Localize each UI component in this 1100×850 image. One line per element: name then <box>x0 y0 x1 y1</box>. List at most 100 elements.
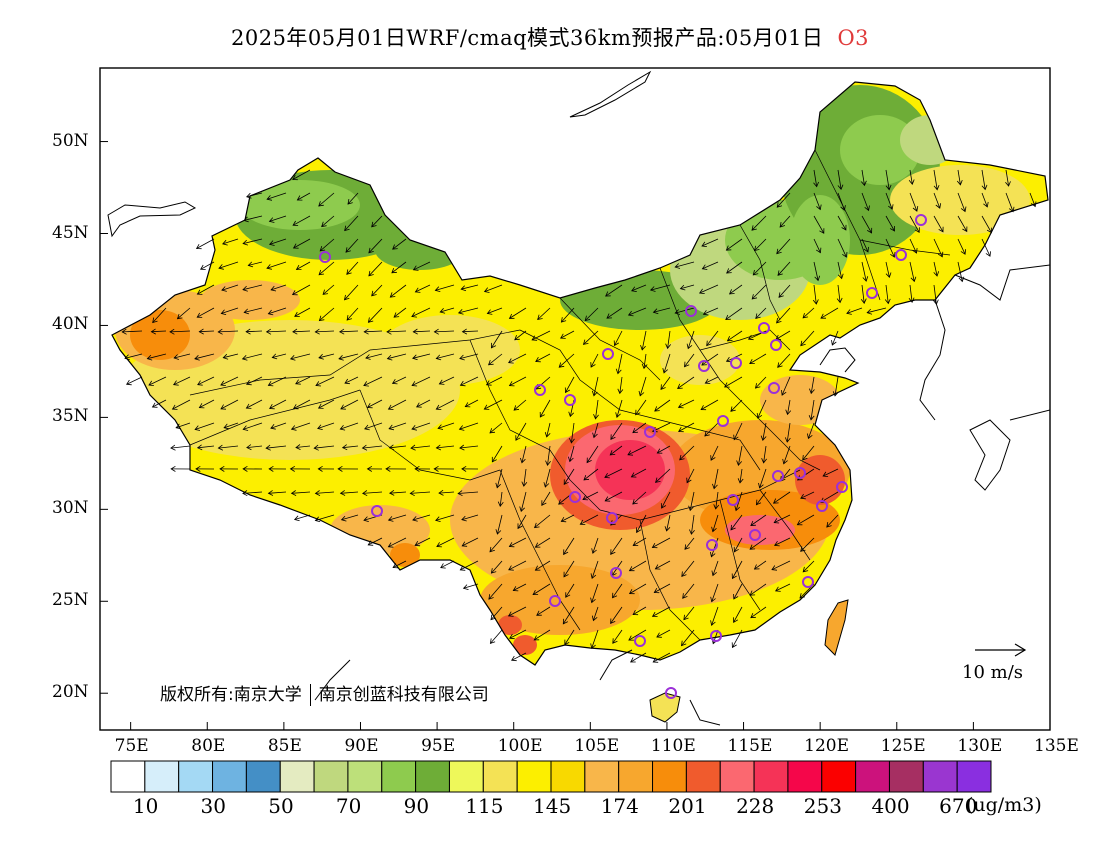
wind-arrow <box>386 330 407 333</box>
wind-arrow-head <box>289 355 296 361</box>
wind-arrow-head <box>412 516 418 522</box>
wind-arrow-head <box>317 424 323 430</box>
wind-arrow <box>666 514 671 531</box>
wind-arrow <box>909 238 917 254</box>
wind-arrow-head <box>457 490 463 497</box>
wind-arrow <box>679 445 695 461</box>
colorbar-tick-label: 201 <box>668 794 707 818</box>
wind-arrow <box>491 560 503 574</box>
colorbar-tick-label: 50 <box>268 794 294 818</box>
wind-arrow-head <box>630 472 637 478</box>
wind-arrow-head <box>689 529 695 535</box>
wind-arrow <box>909 215 920 233</box>
wind-arrow <box>660 376 671 390</box>
wind-arrow <box>293 399 311 409</box>
wind-arrow-head <box>318 269 325 276</box>
wind-arrow-head <box>736 460 743 466</box>
wind-arrow <box>781 376 791 396</box>
wind-arrow-head <box>414 540 421 547</box>
wind-arrow-head <box>268 465 274 472</box>
wind-arrow <box>535 353 551 362</box>
wind-arrow <box>293 238 311 249</box>
wind-arrow <box>345 238 359 253</box>
wind-arrow-head <box>912 248 918 254</box>
wind-arrow-head <box>537 314 543 321</box>
wind-arrow <box>565 376 575 393</box>
wind-arrow-head <box>195 243 202 250</box>
wind-arrow <box>340 491 359 494</box>
city-marker <box>665 687 677 699</box>
wind-arrow-head <box>314 490 321 496</box>
wind-arrow-head <box>270 424 276 430</box>
wind-arrow-head <box>486 309 493 315</box>
wind-arrow <box>729 284 743 295</box>
wind-arrow-head <box>662 368 668 374</box>
wind-arrow <box>846 307 863 314</box>
wind-arrow <box>388 399 407 410</box>
wind-arrow <box>436 399 455 410</box>
wind-arrow <box>152 399 167 408</box>
wind-arrow <box>775 330 791 340</box>
colorbar-swatch <box>956 760 992 793</box>
wind-arrow-head <box>615 368 622 375</box>
longitude-label: 75E <box>114 736 149 756</box>
wind-arrow-head <box>318 315 325 322</box>
wind-arrow <box>654 583 671 593</box>
wind-arrow-head <box>531 335 538 341</box>
wind-arrow <box>605 284 623 297</box>
city-marker <box>569 491 581 503</box>
wind-arrow-head <box>197 380 203 386</box>
wind-arrow-head <box>734 505 740 512</box>
wind-arrow-head <box>728 289 735 295</box>
wind-arrow-head <box>912 206 919 212</box>
wind-arrow <box>532 583 551 595</box>
wind-arrow <box>535 537 551 548</box>
wind-arrow <box>606 307 623 319</box>
wind-arrow <box>650 284 671 291</box>
wind-arrow <box>122 330 143 333</box>
wind-arrow-head <box>292 404 299 410</box>
wind-arrow <box>488 353 503 366</box>
wind-arrow <box>535 376 551 390</box>
wind-arrow <box>246 399 263 409</box>
wind-arrow <box>837 169 842 190</box>
wind-arrow-head <box>317 403 324 409</box>
wind-arrow-head <box>683 614 689 621</box>
wind-arrow-head <box>610 618 616 625</box>
wind-arrow <box>460 560 479 571</box>
wind-arrow-head <box>933 271 940 277</box>
wind-arrow-head <box>295 444 301 450</box>
wind-arrow-head <box>294 311 300 317</box>
wind-arrow <box>739 468 743 483</box>
colorbar-swatch <box>753 760 789 793</box>
wind-arrow <box>484 284 503 292</box>
wind-arrow <box>223 422 239 429</box>
wind-arrow <box>957 261 963 282</box>
wind-arrow-head <box>433 465 439 472</box>
wind-arrow <box>627 445 647 456</box>
wind-arrow-head <box>124 354 130 361</box>
wind-arrow-head <box>688 505 694 512</box>
wind-arrow-head <box>710 596 716 603</box>
colorbar-swatch <box>516 760 552 793</box>
wind-arrow-head <box>433 328 439 335</box>
wind-arrow-head <box>461 541 468 547</box>
wind-arrow-head <box>223 423 230 430</box>
wind-arrow-head <box>535 356 541 363</box>
wind-arrow <box>643 353 647 369</box>
wind-arrow <box>508 560 527 571</box>
wind-arrow-head <box>635 409 641 416</box>
wind-arrow <box>533 629 551 641</box>
wind-arrow-head <box>627 450 634 456</box>
wind-arrow <box>151 330 167 333</box>
colorbar-swatch <box>448 760 484 793</box>
wind-arrow-head <box>515 435 521 441</box>
copyright-separator <box>309 684 311 706</box>
wind-arrow <box>314 445 335 449</box>
wind-arrow <box>703 307 719 315</box>
wind-arrow <box>730 399 743 412</box>
wind-arrow-head <box>910 276 917 283</box>
wind-arrow-head <box>386 354 393 361</box>
wind-arrow-head <box>459 380 466 387</box>
wind-arrow <box>837 238 847 258</box>
